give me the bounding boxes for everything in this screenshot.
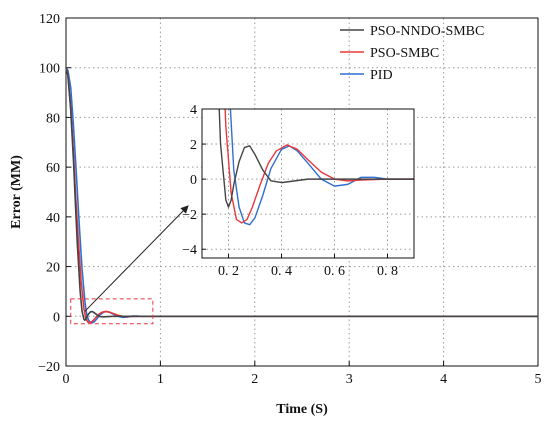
inset-x-tick-label: 0. 2 <box>218 264 239 279</box>
inset-y-tick-label: 4 <box>190 103 197 118</box>
x-tick-label: 0 <box>63 372 70 387</box>
x-tick-label: 1 <box>157 372 164 387</box>
inset-y-tick-label: −4 <box>182 243 197 258</box>
x-axis-title: Time (S) <box>276 402 328 417</box>
x-tick-label: 2 <box>251 372 258 387</box>
legend-label: PSO-NNDO-SMBC <box>370 24 484 39</box>
legend: PSO-NNDO-SMBC PSO-SMBC PID <box>340 24 484 83</box>
x-tick-label: 4 <box>440 372 447 387</box>
inset-y-tick-label: −2 <box>182 208 197 223</box>
x-tick-label: 5 <box>535 372 542 387</box>
y-tick-label: 40 <box>46 211 60 226</box>
inset-plot: 0. 2 0. 4 0. 6 0. 8 −4 −2 0 2 4 <box>176 0 550 279</box>
inset-x-tick-label: 0. 4 <box>271 264 292 279</box>
zoom-arrow <box>85 206 188 311</box>
zoom-annotation <box>71 206 188 324</box>
y-tick-label: 0 <box>53 310 60 325</box>
y-tick-label: 60 <box>46 161 60 176</box>
inset-y-tick-label: 2 <box>190 138 197 153</box>
legend-label: PID <box>370 68 393 83</box>
inset-y-tick-label: 0 <box>190 173 197 188</box>
y-axis-title: Error (MM) <box>9 155 24 229</box>
y-tick-label: 80 <box>46 111 60 126</box>
y-tick-label: 100 <box>39 62 60 77</box>
y-tick-label: −20 <box>38 360 60 375</box>
y-tick-label: 120 <box>39 12 60 27</box>
legend-label: PSO-SMBC <box>370 46 439 61</box>
inset-x-tick-label: 0. 8 <box>377 264 398 279</box>
x-tick-label: 3 <box>346 372 353 387</box>
inset-x-tick-label: 0. 6 <box>324 264 345 279</box>
y-tick-label: 20 <box>46 261 60 276</box>
